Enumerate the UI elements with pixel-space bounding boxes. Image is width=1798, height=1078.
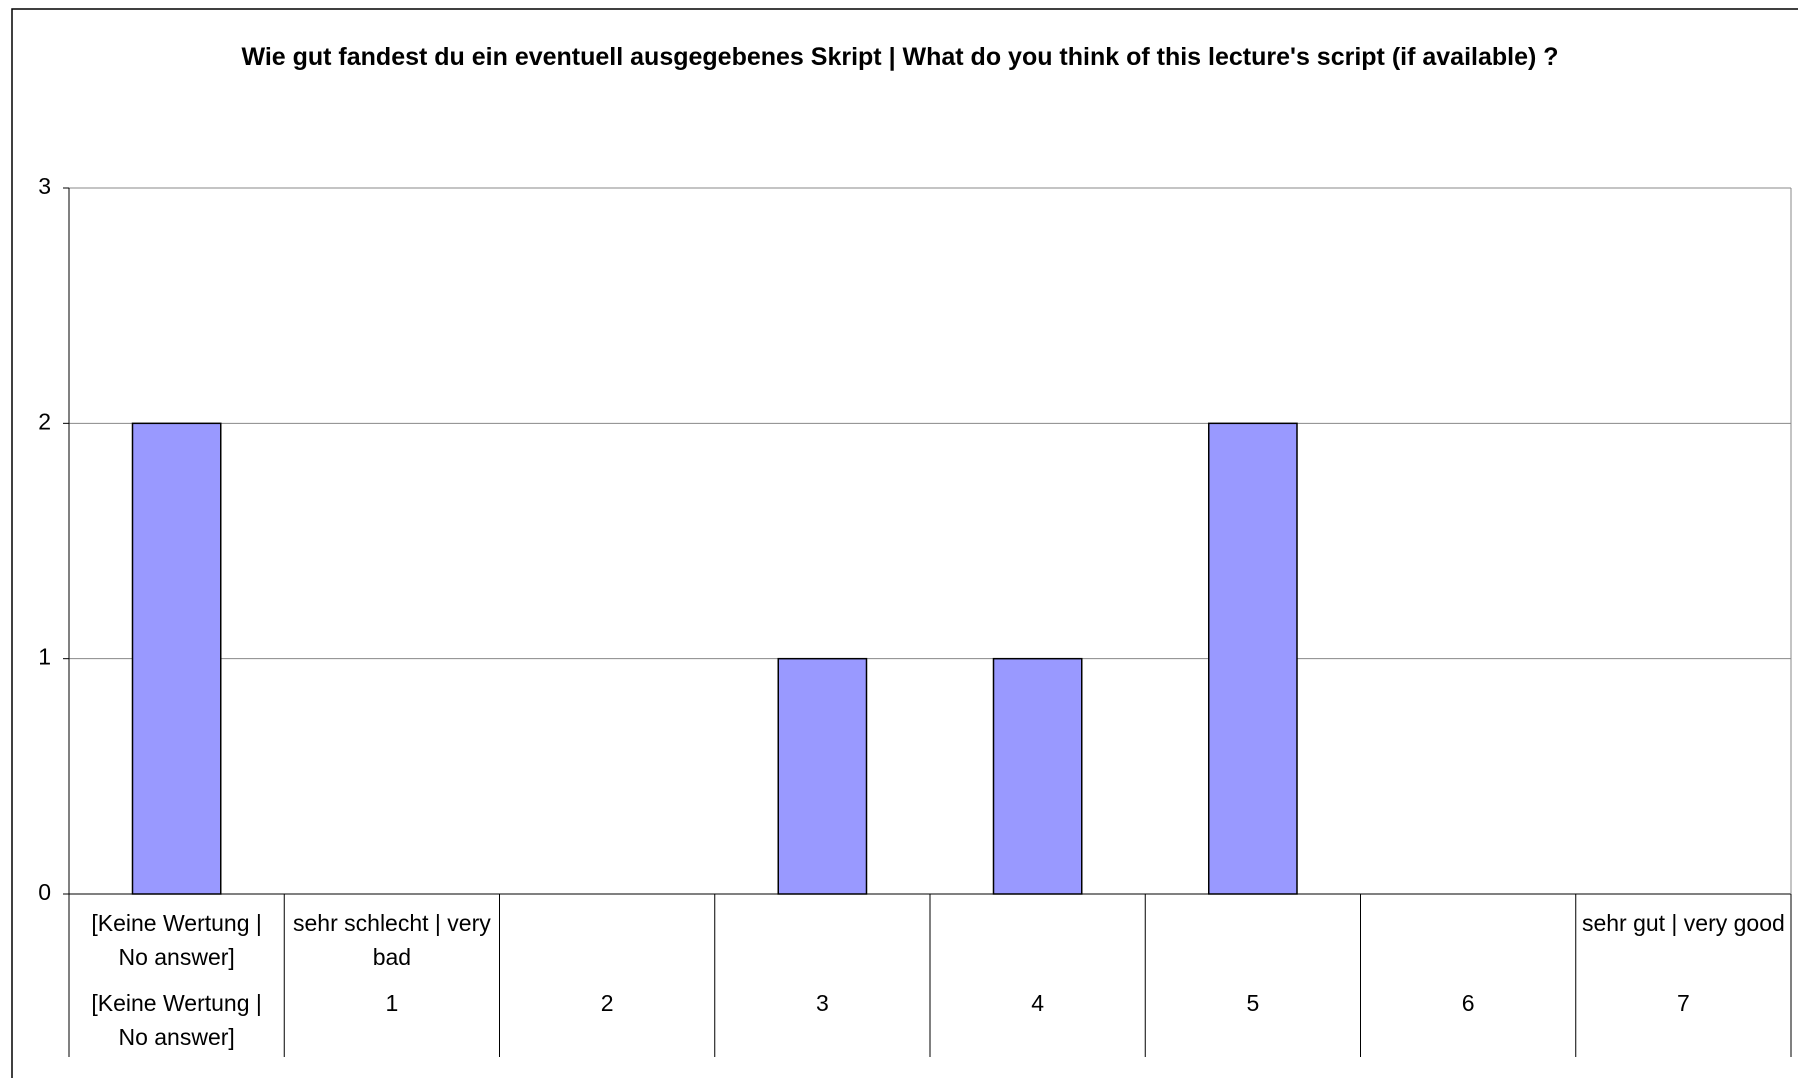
chart-border — [11, 8, 1798, 1078]
x-tick-label: 5 — [1246, 990, 1260, 1016]
scale-label: sehr schlecht | very bad — [293, 910, 491, 970]
x-tick-label: 4 — [1031, 990, 1045, 1016]
scale-label: sehr gut | very good — [1581, 910, 1785, 936]
x-tick-label: 1 — [385, 990, 399, 1016]
x-tick-label: 7 — [1676, 990, 1690, 1016]
x-tick-label: 2 — [600, 990, 614, 1016]
bar — [131, 422, 222, 895]
x-tick-label: 3 — [815, 990, 829, 1016]
bar — [1207, 422, 1298, 895]
y-tick-label: 0 — [38, 879, 51, 905]
y-tick-label: 2 — [38, 408, 51, 434]
y-tick-label: 1 — [38, 644, 51, 670]
x-tick-label: [Keine Wertung | No answer] — [91, 990, 262, 1050]
scale-label: [Keine Wertung | No answer] — [91, 910, 262, 970]
bar — [992, 657, 1083, 895]
y-tick-label: 3 — [38, 173, 51, 199]
x-tick-label: 6 — [1461, 990, 1475, 1016]
chart-title: Wie gut fandest du ein eventuell ausgege… — [241, 43, 1559, 71]
bar — [777, 657, 868, 895]
